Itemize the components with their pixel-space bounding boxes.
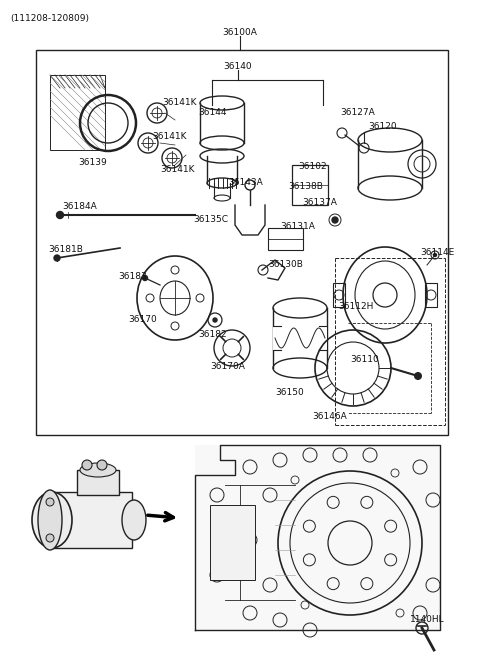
Circle shape	[82, 460, 92, 470]
Circle shape	[97, 460, 107, 470]
Ellipse shape	[80, 463, 116, 477]
Text: 36140: 36140	[224, 62, 252, 71]
Ellipse shape	[38, 490, 62, 550]
Text: 36120: 36120	[368, 122, 396, 131]
Text: (111208-120809): (111208-120809)	[10, 14, 89, 23]
Text: 36138B: 36138B	[288, 182, 323, 191]
Text: 36139: 36139	[78, 158, 107, 167]
Bar	[319, 326, 327, 350]
Ellipse shape	[32, 492, 72, 548]
Text: 36135C: 36135C	[193, 215, 228, 224]
Bar	[50, 75, 105, 150]
Bar	[210, 505, 255, 580]
Circle shape	[54, 255, 60, 261]
Text: 36184A: 36184A	[62, 202, 97, 211]
Text: 36131A: 36131A	[280, 222, 315, 231]
Text: 36141K: 36141K	[152, 132, 187, 141]
Text: 36181B: 36181B	[48, 245, 83, 254]
Ellipse shape	[122, 500, 146, 540]
Circle shape	[414, 372, 422, 380]
Text: 36114E: 36114E	[420, 248, 454, 257]
Text: 36170A: 36170A	[210, 362, 245, 371]
Text: 36112H: 36112H	[338, 302, 373, 311]
Circle shape	[433, 254, 436, 256]
Circle shape	[213, 318, 217, 322]
Text: 36150: 36150	[275, 388, 304, 397]
Text: 36141K: 36141K	[162, 98, 196, 107]
Circle shape	[57, 211, 63, 219]
Text: 36102: 36102	[298, 162, 326, 171]
Text: 36143A: 36143A	[228, 178, 263, 187]
Text: 36183: 36183	[118, 272, 147, 281]
Circle shape	[143, 276, 147, 280]
Bar	[195, 445, 440, 630]
Bar	[273, 326, 281, 350]
Bar	[425, 283, 437, 307]
Text: 36137A: 36137A	[302, 198, 337, 207]
Bar	[52, 492, 132, 548]
Text: 36130B: 36130B	[268, 260, 303, 269]
Text: 36144: 36144	[198, 108, 227, 117]
Circle shape	[46, 498, 54, 506]
Bar	[333, 283, 345, 307]
Circle shape	[46, 534, 54, 542]
Text: 36170: 36170	[128, 315, 157, 324]
Bar	[292, 165, 328, 205]
Text: 1140HL: 1140HL	[410, 615, 444, 624]
Bar	[77, 470, 119, 495]
Text: 36100A: 36100A	[223, 28, 257, 37]
Text: 36110: 36110	[350, 355, 379, 364]
Bar	[268, 228, 303, 250]
Text: 36182: 36182	[198, 330, 227, 339]
Text: 36141K: 36141K	[160, 165, 194, 174]
Bar	[36, 50, 448, 435]
Text: 36146A: 36146A	[312, 412, 348, 421]
Text: 36127A: 36127A	[340, 108, 375, 117]
Ellipse shape	[72, 492, 142, 548]
Circle shape	[332, 217, 338, 223]
